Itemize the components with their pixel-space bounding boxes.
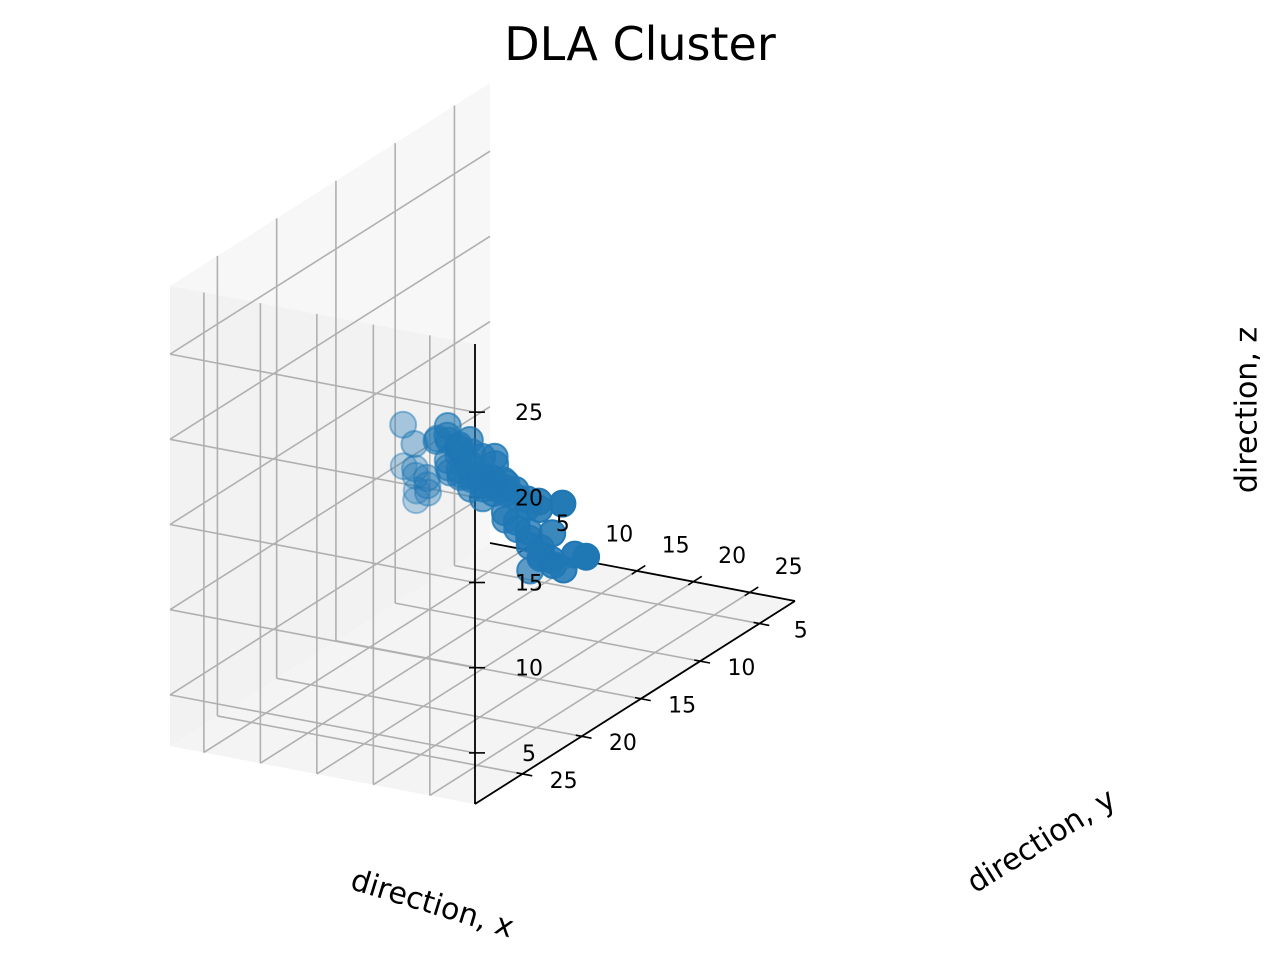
y-tick-label: 25 — [550, 769, 578, 794]
y-tick — [694, 659, 711, 664]
x-tick-label: 25 — [775, 555, 803, 580]
y-axis-line — [474, 600, 796, 805]
grid-line-z — [169, 523, 476, 584]
y-tick — [753, 621, 770, 627]
data-point — [413, 471, 442, 500]
data-point — [413, 478, 442, 507]
grid-line-z — [169, 491, 491, 696]
z-tick-label: 5 — [522, 742, 536, 767]
grid-line-z — [169, 150, 491, 355]
y-axis-label: direction, y — [961, 782, 1122, 901]
y-tick — [575, 734, 592, 739]
x-tick-label: 15 — [662, 533, 690, 558]
grid-line-z — [169, 438, 476, 499]
x-tick-label: 5 — [556, 512, 570, 537]
y-tick — [634, 696, 651, 702]
scatter-points — [389, 410, 601, 585]
x-tick — [687, 575, 703, 586]
grid-line-y — [395, 602, 701, 662]
x-tick-label: 20 — [718, 544, 746, 569]
grid-line-y — [454, 564, 760, 625]
y-tick-label: 10 — [727, 656, 755, 681]
grid-line-z — [169, 320, 491, 526]
pane-floor — [170, 543, 795, 804]
z-tick-label: 25 — [515, 401, 543, 426]
x-tick-label: 10 — [605, 523, 633, 548]
data-point — [401, 454, 429, 483]
data-point — [538, 519, 567, 548]
z-tick-label: 10 — [515, 657, 543, 682]
x-tick — [631, 564, 646, 575]
z-tick-label: 15 — [515, 572, 543, 597]
grid-line-z — [169, 694, 476, 754]
grid-line-y — [217, 715, 523, 775]
grid-line-x — [429, 591, 751, 797]
axes-grid — [169, 105, 760, 797]
grid-line-z — [169, 608, 476, 669]
data-point — [389, 452, 418, 481]
chart-title: DLA Cluster — [504, 17, 776, 71]
x-axis-label: direction, x — [347, 863, 518, 946]
y-tick — [516, 772, 533, 777]
z-tick-label: 20 — [515, 486, 543, 511]
grid-line-x — [372, 580, 694, 786]
grid-line-x — [259, 559, 581, 764]
data-point — [480, 442, 509, 471]
data-point — [572, 542, 601, 571]
data-point — [402, 486, 431, 515]
grid-line-z — [169, 235, 491, 441]
z-axis-label: direction, z — [1230, 327, 1265, 493]
grid-line-x — [316, 570, 638, 775]
data-point — [548, 489, 577, 518]
y-tick-label: 20 — [609, 731, 637, 756]
grid-line-y — [276, 677, 582, 738]
data-point — [401, 461, 430, 490]
y-tick-label: 5 — [794, 618, 808, 643]
y-tick-label: 15 — [668, 694, 696, 719]
data-point — [402, 476, 431, 505]
data-point — [389, 410, 418, 439]
grid-line-z — [169, 353, 476, 413]
x-tick — [744, 586, 759, 597]
